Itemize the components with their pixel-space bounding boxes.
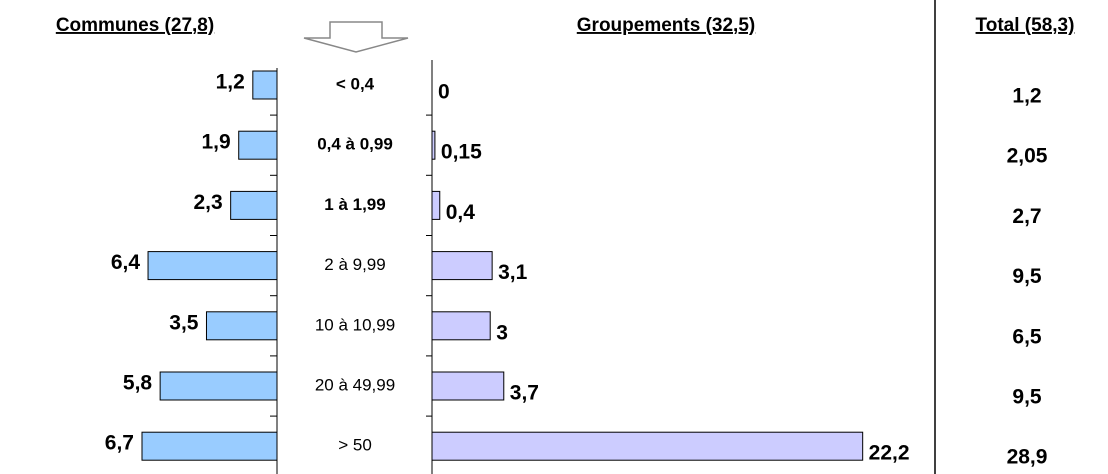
value-label: 2,3 [193, 191, 222, 214]
bar [431, 130, 436, 160]
value-label: 6,7 [105, 432, 134, 455]
bar [252, 70, 278, 100]
category-label: 2 à 9,99 [324, 255, 385, 274]
total-label: 6,5 [1012, 325, 1042, 348]
bar [238, 130, 278, 160]
value-label: 1,2 [216, 71, 245, 94]
category-label: 10 à 10,99 [315, 315, 395, 334]
total-label: 9,5 [1012, 265, 1042, 288]
value-label: 3,1 [498, 261, 528, 284]
value-label: 0,15 [441, 141, 482, 164]
category-label: 0,4 à 0,99 [317, 135, 393, 154]
bar [159, 371, 278, 401]
value-label: 5,8 [123, 372, 153, 395]
bar [141, 431, 278, 461]
communes-title: Communes (27,8) [56, 15, 214, 36]
bar [431, 190, 441, 220]
bar [431, 251, 493, 281]
total-label: 9,5 [1012, 386, 1042, 409]
arrow [303, 21, 409, 53]
value-label: 3,7 [510, 382, 539, 405]
value-label: 0 [438, 81, 450, 104]
bar [431, 431, 864, 461]
value-label: 0,4 [446, 201, 476, 224]
total-label: 2,7 [1012, 205, 1041, 228]
bar [230, 190, 278, 220]
total-label: 1,2 [1012, 85, 1041, 108]
value-label: 6,4 [111, 251, 141, 274]
bar [147, 251, 278, 281]
total-title: Total (58,3) [976, 15, 1075, 36]
category-label: < 0,4 [336, 74, 375, 93]
groupements-title: Groupements (32,5) [577, 15, 755, 36]
bar [431, 371, 505, 401]
value-label: 3,5 [169, 311, 199, 334]
value-label: 3 [496, 321, 508, 344]
bar [205, 311, 278, 341]
bar [431, 311, 491, 341]
value-label: 1,9 [202, 131, 231, 154]
category-label: 1 à 1,99 [324, 195, 385, 214]
category-label: 20 à 49,99 [315, 375, 395, 394]
value-label: 22,2 [869, 442, 910, 465]
total-label: 28,9 [1007, 446, 1048, 469]
category-label: > 50 [338, 436, 372, 455]
total-label: 2,05 [1007, 145, 1048, 168]
